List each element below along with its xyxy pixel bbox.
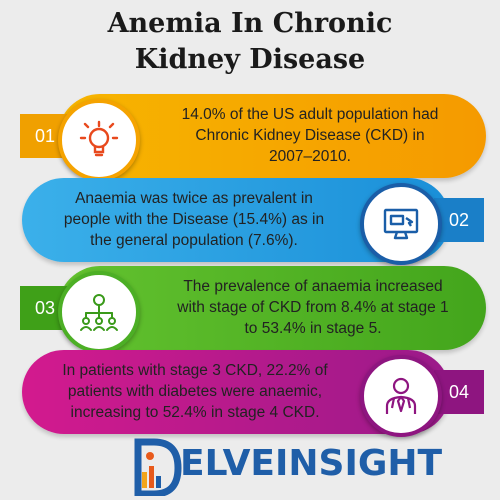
title-line-1: Anemia In Chronic <box>107 8 393 39</box>
item-01-text: 14.0% of the US adult population had Chr… <box>181 106 439 165</box>
title-line-2: Kidney Disease <box>134 44 366 75</box>
logo-mark-icon <box>134 438 182 496</box>
item-04-text: In patients with stage 3 CKD, 22.2% of p… <box>62 362 328 421</box>
network-people-icon <box>80 294 118 331</box>
item-02-icon-circle <box>360 183 442 265</box>
item-04-number: 04 <box>434 370 484 414</box>
monitor-icon <box>383 208 419 240</box>
lightbulb-icon <box>79 120 119 157</box>
item-04-icon-circle <box>360 355 442 437</box>
logo-text: ELVEINSIGHT <box>180 443 443 484</box>
item-03-text: The prevalence of anaemia increased with… <box>177 278 449 337</box>
delveinsight-logo: ELVEINSIGHT <box>128 432 442 496</box>
doctor-icon <box>385 377 417 414</box>
item-02-text: Anaemia was twice as prevalent in people… <box>63 190 325 249</box>
item-02-number: 02 <box>434 198 484 242</box>
item-03-icon-circle <box>58 271 140 353</box>
item-01-icon-circle <box>58 99 140 181</box>
page-title: Anemia In Chronic Kidney Disease <box>0 6 500 78</box>
